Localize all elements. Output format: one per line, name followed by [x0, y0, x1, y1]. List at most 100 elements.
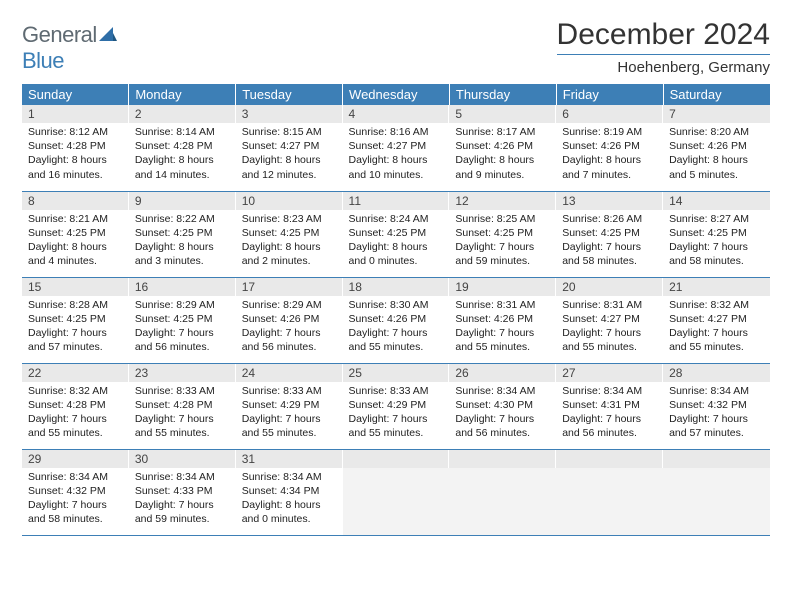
calendar-day-cell: 3Sunrise: 8:15 AMSunset: 4:27 PMDaylight… — [236, 105, 343, 191]
page-title: December 2024 — [557, 18, 770, 55]
calendar-day-cell: 1Sunrise: 8:12 AMSunset: 4:28 PMDaylight… — [22, 105, 129, 191]
day-body: Sunrise: 8:34 AMSunset: 4:34 PMDaylight:… — [236, 468, 343, 531]
calendar-day-cell: 16Sunrise: 8:29 AMSunset: 4:25 PMDayligh… — [129, 277, 236, 363]
day-number — [343, 450, 450, 468]
day-body: Sunrise: 8:31 AMSunset: 4:26 PMDaylight:… — [449, 296, 556, 359]
day-number: 29 — [22, 450, 129, 468]
calendar-day-cell: 6Sunrise: 8:19 AMSunset: 4:26 PMDaylight… — [556, 105, 663, 191]
calendar-day-cell: 26Sunrise: 8:34 AMSunset: 4:30 PMDayligh… — [449, 363, 556, 449]
day-body: Sunrise: 8:34 AMSunset: 4:32 PMDaylight:… — [22, 468, 129, 531]
day-number: 26 — [449, 364, 556, 382]
day-body: Sunrise: 8:32 AMSunset: 4:27 PMDaylight:… — [663, 296, 770, 359]
day-number: 1 — [22, 105, 129, 123]
logo-sail-icon — [99, 26, 117, 47]
day-number: 5 — [449, 105, 556, 123]
calendar-day-cell — [663, 449, 770, 535]
day-body: Sunrise: 8:26 AMSunset: 4:25 PMDaylight:… — [556, 210, 663, 273]
weekday-header: Saturday — [663, 84, 770, 105]
day-number: 9 — [129, 192, 236, 210]
day-number: 19 — [449, 278, 556, 296]
day-number: 18 — [343, 278, 450, 296]
calendar-head: SundayMondayTuesdayWednesdayThursdayFrid… — [22, 84, 770, 105]
calendar-table: SundayMondayTuesdayWednesdayThursdayFrid… — [22, 84, 770, 536]
day-body: Sunrise: 8:28 AMSunset: 4:25 PMDaylight:… — [22, 296, 129, 359]
day-number: 12 — [449, 192, 556, 210]
day-number: 17 — [236, 278, 343, 296]
day-body: Sunrise: 8:16 AMSunset: 4:27 PMDaylight:… — [343, 123, 450, 186]
calendar-day-cell: 24Sunrise: 8:33 AMSunset: 4:29 PMDayligh… — [236, 363, 343, 449]
calendar-week-row: 29Sunrise: 8:34 AMSunset: 4:32 PMDayligh… — [22, 449, 770, 535]
calendar-day-cell — [556, 449, 663, 535]
calendar-day-cell: 22Sunrise: 8:32 AMSunset: 4:28 PMDayligh… — [22, 363, 129, 449]
calendar-day-cell: 8Sunrise: 8:21 AMSunset: 4:25 PMDaylight… — [22, 191, 129, 277]
calendar-day-cell: 7Sunrise: 8:20 AMSunset: 4:26 PMDaylight… — [663, 105, 770, 191]
calendar-day-cell: 9Sunrise: 8:22 AMSunset: 4:25 PMDaylight… — [129, 191, 236, 277]
day-number: 30 — [129, 450, 236, 468]
day-body: Sunrise: 8:14 AMSunset: 4:28 PMDaylight:… — [129, 123, 236, 186]
day-number: 16 — [129, 278, 236, 296]
day-number: 15 — [22, 278, 129, 296]
day-number: 22 — [22, 364, 129, 382]
calendar-day-cell: 15Sunrise: 8:28 AMSunset: 4:25 PMDayligh… — [22, 277, 129, 363]
day-body: Sunrise: 8:30 AMSunset: 4:26 PMDaylight:… — [343, 296, 450, 359]
title-block: December 2024 Hoehenberg, Germany — [557, 18, 770, 76]
calendar-day-cell: 18Sunrise: 8:30 AMSunset: 4:26 PMDayligh… — [343, 277, 450, 363]
day-number: 23 — [129, 364, 236, 382]
day-body: Sunrise: 8:22 AMSunset: 4:25 PMDaylight:… — [129, 210, 236, 273]
day-body: Sunrise: 8:27 AMSunset: 4:25 PMDaylight:… — [663, 210, 770, 273]
calendar-day-cell: 31Sunrise: 8:34 AMSunset: 4:34 PMDayligh… — [236, 449, 343, 535]
day-number: 28 — [663, 364, 770, 382]
day-body: Sunrise: 8:17 AMSunset: 4:26 PMDaylight:… — [449, 123, 556, 186]
calendar-week-row: 8Sunrise: 8:21 AMSunset: 4:25 PMDaylight… — [22, 191, 770, 277]
header: GeneralBlue December 2024 Hoehenberg, Ge… — [22, 18, 770, 76]
day-number: 24 — [236, 364, 343, 382]
day-number: 10 — [236, 192, 343, 210]
logo-text-blue: Blue — [22, 48, 64, 73]
calendar-day-cell: 5Sunrise: 8:17 AMSunset: 4:26 PMDaylight… — [449, 105, 556, 191]
day-number: 6 — [556, 105, 663, 123]
logo: GeneralBlue — [22, 18, 117, 74]
calendar-day-cell: 25Sunrise: 8:33 AMSunset: 4:29 PMDayligh… — [343, 363, 450, 449]
day-body: Sunrise: 8:29 AMSunset: 4:25 PMDaylight:… — [129, 296, 236, 359]
calendar-day-cell: 21Sunrise: 8:32 AMSunset: 4:27 PMDayligh… — [663, 277, 770, 363]
weekday-header: Monday — [129, 84, 236, 105]
day-number — [449, 450, 556, 468]
day-body: Sunrise: 8:23 AMSunset: 4:25 PMDaylight:… — [236, 210, 343, 273]
weekday-header: Wednesday — [343, 84, 450, 105]
day-body: Sunrise: 8:33 AMSunset: 4:29 PMDaylight:… — [236, 382, 343, 445]
calendar-day-cell: 23Sunrise: 8:33 AMSunset: 4:28 PMDayligh… — [129, 363, 236, 449]
calendar-day-cell: 2Sunrise: 8:14 AMSunset: 4:28 PMDaylight… — [129, 105, 236, 191]
weekday-header: Friday — [556, 84, 663, 105]
day-body: Sunrise: 8:15 AMSunset: 4:27 PMDaylight:… — [236, 123, 343, 186]
day-number: 2 — [129, 105, 236, 123]
calendar-day-cell: 20Sunrise: 8:31 AMSunset: 4:27 PMDayligh… — [556, 277, 663, 363]
day-body: Sunrise: 8:12 AMSunset: 4:28 PMDaylight:… — [22, 123, 129, 186]
day-number — [556, 450, 663, 468]
day-body: Sunrise: 8:33 AMSunset: 4:28 PMDaylight:… — [129, 382, 236, 445]
calendar-day-cell: 17Sunrise: 8:29 AMSunset: 4:26 PMDayligh… — [236, 277, 343, 363]
day-number: 20 — [556, 278, 663, 296]
calendar-week-row: 1Sunrise: 8:12 AMSunset: 4:28 PMDaylight… — [22, 105, 770, 191]
calendar-day-cell: 10Sunrise: 8:23 AMSunset: 4:25 PMDayligh… — [236, 191, 343, 277]
calendar-day-cell: 12Sunrise: 8:25 AMSunset: 4:25 PMDayligh… — [449, 191, 556, 277]
day-body — [343, 468, 450, 522]
day-number: 4 — [343, 105, 450, 123]
day-number: 13 — [556, 192, 663, 210]
day-body: Sunrise: 8:34 AMSunset: 4:33 PMDaylight:… — [129, 468, 236, 531]
calendar-day-cell: 11Sunrise: 8:24 AMSunset: 4:25 PMDayligh… — [343, 191, 450, 277]
day-body: Sunrise: 8:34 AMSunset: 4:30 PMDaylight:… — [449, 382, 556, 445]
day-body: Sunrise: 8:29 AMSunset: 4:26 PMDaylight:… — [236, 296, 343, 359]
day-body — [556, 468, 663, 522]
calendar-day-cell: 29Sunrise: 8:34 AMSunset: 4:32 PMDayligh… — [22, 449, 129, 535]
weekday-header: Sunday — [22, 84, 129, 105]
day-number: 31 — [236, 450, 343, 468]
day-body: Sunrise: 8:34 AMSunset: 4:31 PMDaylight:… — [556, 382, 663, 445]
weekday-header: Tuesday — [236, 84, 343, 105]
weekday-header: Thursday — [449, 84, 556, 105]
day-body — [663, 468, 770, 522]
day-number: 25 — [343, 364, 450, 382]
day-body: Sunrise: 8:24 AMSunset: 4:25 PMDaylight:… — [343, 210, 450, 273]
day-number: 27 — [556, 364, 663, 382]
calendar-day-cell: 28Sunrise: 8:34 AMSunset: 4:32 PMDayligh… — [663, 363, 770, 449]
location-subtitle: Hoehenberg, Germany — [557, 59, 770, 76]
